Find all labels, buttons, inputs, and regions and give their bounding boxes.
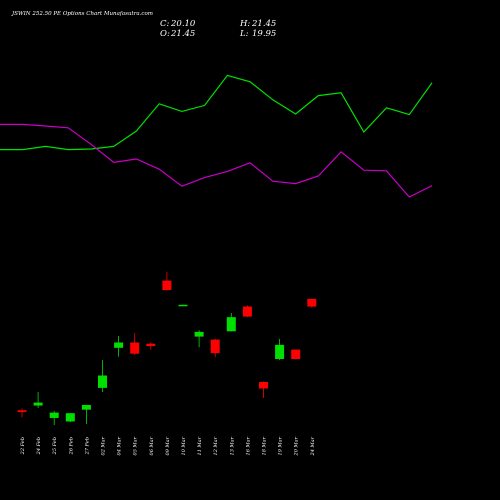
- candle-body: [275, 344, 285, 359]
- x-tick-label: 05 Mar: [133, 436, 139, 455]
- x-tick-label: 10 Mar: [181, 436, 187, 455]
- x-tick-label: 11 Mar: [197, 436, 203, 455]
- candle: [194, 330, 204, 348]
- indicator-line-2: [0, 123, 433, 198]
- candle-body: [291, 349, 301, 359]
- x-tick-label: 24 Mar: [310, 436, 316, 456]
- close-label: C:: [160, 19, 170, 29]
- x-tick-label: 20 Mar: [294, 436, 300, 456]
- candle: [210, 338, 220, 358]
- candle-body: [178, 304, 188, 307]
- candle: [114, 336, 124, 357]
- candle: [259, 381, 268, 398]
- x-tick-label: 27 Feb: [84, 437, 90, 455]
- candle-body: [194, 331, 204, 337]
- candle: [33, 392, 43, 408]
- x-tick-label: 04 Mar: [117, 436, 123, 455]
- x-tick-label: 22 Feb: [20, 437, 26, 455]
- ohlc-readout: C: 20.10 O: 21.45 H: 21.45 L: 19.95: [160, 19, 276, 39]
- candle-body: [307, 298, 317, 307]
- x-tick-label: 18 Mar: [262, 436, 268, 455]
- x-tick-label: 26 Feb: [68, 437, 74, 455]
- candle-body: [130, 342, 140, 354]
- x-tick-label: 24 Feb: [36, 437, 42, 455]
- candle: [242, 305, 252, 318]
- close-value: 20.10: [170, 19, 196, 29]
- open-value: 21.45: [170, 29, 195, 39]
- x-tick-label: 13 Mar: [229, 436, 235, 455]
- candle: [65, 413, 75, 423]
- x-axis-labels: 22 Feb 24 Feb 25 Feb 26 Feb 27 Feb 02 Mar 04 M…: [20, 436, 316, 456]
- candle: [146, 342, 156, 350]
- high-label: H:: [239, 19, 250, 29]
- candle-body: [33, 402, 43, 406]
- x-tick-label: 06 Mar: [149, 436, 155, 455]
- x-tick-label: 09 Mar: [165, 436, 171, 455]
- candle: [307, 298, 317, 308]
- candle-body: [65, 413, 75, 422]
- candle: [178, 304, 188, 307]
- candle-body: [210, 339, 220, 354]
- candle-body: [114, 342, 124, 348]
- candle-body: [146, 343, 156, 347]
- candle: [98, 360, 107, 392]
- chart-title: JSWIN 252.50 PE Options Chart Munafasutr…: [11, 11, 153, 17]
- candle: [275, 338, 285, 361]
- candle-body: [49, 412, 59, 418]
- candle: [291, 349, 301, 360]
- candle: [226, 313, 236, 332]
- candle: [162, 271, 172, 291]
- x-tick-label: 16 Mar: [245, 436, 251, 455]
- x-tick-label: 12 Mar: [213, 436, 219, 455]
- indicator-line-1: [0, 74, 433, 151]
- high-value: 21.45: [251, 19, 276, 29]
- indicator-lines: [0, 74, 433, 198]
- open-label: O:: [160, 29, 170, 39]
- candle-body: [226, 317, 236, 332]
- candle-body: [98, 375, 107, 388]
- candle: [49, 410, 59, 425]
- low-label: L:: [239, 29, 249, 39]
- candles: [17, 271, 317, 425]
- candle: [130, 333, 140, 355]
- candle-body: [17, 410, 27, 413]
- candle-body: [259, 381, 268, 389]
- candle-body: [81, 404, 91, 410]
- candle-body: [162, 280, 172, 291]
- x-tick-label: 02 Mar: [101, 436, 107, 455]
- x-tick-label: 19 Mar: [278, 436, 284, 455]
- x-tick-label: 25 Feb: [52, 437, 58, 455]
- low-value: 19.95: [252, 29, 276, 39]
- candle: [17, 408, 27, 418]
- candle: [81, 404, 91, 424]
- candle-body: [242, 306, 252, 317]
